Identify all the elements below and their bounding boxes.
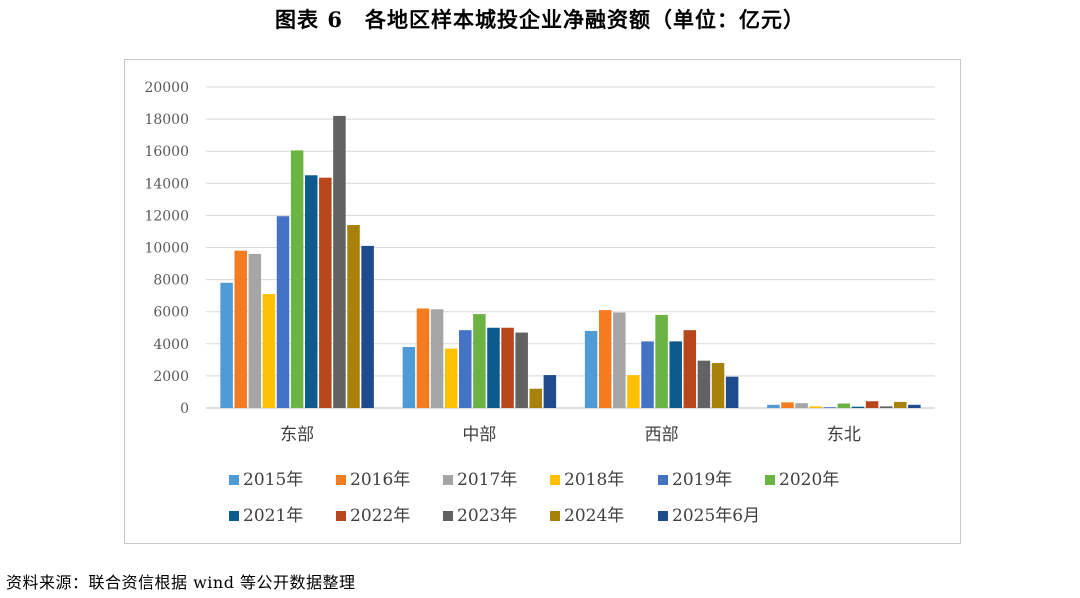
bar [515, 332, 528, 408]
y-tick-label: 10000 [144, 241, 189, 257]
bar [669, 341, 682, 408]
legend-swatch [658, 511, 668, 521]
legend-swatch [229, 511, 239, 521]
figure-title: 图表 6 各地区样本城投企业净融资额（单位：亿元） [0, 4, 1080, 34]
bar [908, 404, 921, 408]
bar [276, 216, 290, 408]
legend-swatch [336, 511, 346, 521]
bar [290, 150, 304, 408]
bar [543, 375, 557, 408]
bar [725, 376, 739, 408]
figure-title-text: 各地区样本城投企业净融资额（单位：亿元） [364, 7, 805, 32]
y-tick-label: 0 [180, 401, 189, 417]
bar [319, 177, 332, 408]
bar [361, 245, 374, 408]
legend-label: 2019年 [672, 470, 732, 490]
bar [655, 314, 668, 408]
bar [795, 403, 808, 408]
legend-label: 2017年 [457, 470, 517, 490]
bar [613, 312, 626, 408]
bar [402, 347, 416, 408]
bar [248, 253, 262, 408]
figure-number: 图表 6 [275, 7, 343, 32]
bar [501, 327, 514, 408]
legend-swatch [443, 511, 453, 521]
y-tick-label: 16000 [144, 144, 189, 160]
y-tick-label: 14000 [144, 176, 189, 192]
bar [598, 310, 612, 408]
bar [894, 401, 907, 408]
source-note: 资料来源：联合资信根据 wind 等公开数据整理 [6, 573, 356, 592]
legend-label: 2015年 [243, 470, 303, 490]
bar [781, 402, 794, 408]
bar [697, 360, 711, 408]
legend-label: 2023年 [457, 506, 517, 526]
y-tick-label: 12000 [144, 208, 189, 224]
chart-frame: 0 2000 4000 6000 8000 10000 12000 14000 16000 180… [124, 59, 961, 544]
y-tick-label: 2000 [153, 369, 189, 385]
x-category-label: 东部 [280, 425, 314, 445]
bar [529, 388, 543, 408]
legend-swatch [765, 475, 775, 485]
bar [879, 406, 893, 408]
legend-label: 2024年 [564, 506, 624, 526]
bar [837, 403, 851, 408]
bar [473, 314, 486, 408]
bar [416, 308, 430, 408]
bar [220, 282, 233, 408]
legend-label: 2016年 [350, 470, 410, 490]
legend-label: 2020年 [779, 470, 839, 490]
bar [459, 330, 472, 408]
bar-chart: 0 2000 4000 6000 8000 10000 12000 14000 16000 180… [144, 80, 935, 526]
bar [304, 175, 318, 408]
y-tick-label: 18000 [144, 112, 189, 128]
legend-swatch [658, 475, 668, 485]
bar [809, 406, 822, 408]
bar [333, 115, 346, 408]
bar [627, 375, 640, 408]
x-category-label: 东北 [827, 425, 861, 445]
legend-swatch [443, 475, 453, 485]
x-category-label: 西部 [645, 425, 679, 445]
bar [767, 404, 780, 408]
bar [234, 250, 247, 408]
legend-swatch [550, 475, 560, 485]
bar [865, 401, 879, 408]
bar [683, 330, 697, 408]
y-tick-label: 20000 [144, 80, 189, 96]
bar [823, 407, 837, 408]
x-category-label: 中部 [462, 425, 496, 445]
legend-label: 2021年 [243, 506, 303, 526]
bar [347, 225, 360, 408]
y-tick-label: 6000 [153, 305, 189, 321]
bar [641, 341, 654, 408]
bar [851, 406, 865, 408]
legend-swatch [229, 475, 239, 485]
legend-swatch [550, 511, 560, 521]
legend-label: 2018年 [564, 470, 624, 490]
bar [584, 330, 598, 408]
legend-swatch [336, 475, 346, 485]
bar [711, 363, 725, 408]
bar [262, 294, 276, 408]
y-tick-label: 8000 [153, 273, 189, 289]
bar [487, 327, 500, 408]
legend-label: 2022年 [350, 506, 410, 526]
y-tick-label: 4000 [153, 337, 189, 353]
bar [444, 348, 458, 408]
legend-label: 2025年6月 [672, 506, 760, 526]
bar [430, 309, 444, 408]
